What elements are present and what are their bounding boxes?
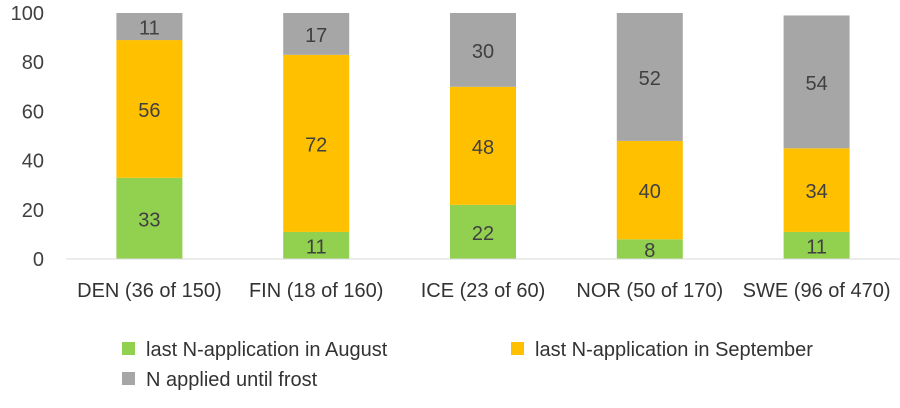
y-tick-label: 40 [22, 151, 44, 173]
bar-segment [783, 148, 850, 232]
bar-segment [116, 177, 183, 259]
bar-segment [283, 54, 350, 232]
x-tick-label: ICE (23 of 60) [421, 280, 546, 302]
data-label: 56 [138, 100, 160, 122]
y-tick-label: 100 [11, 3, 44, 25]
bar-segment [116, 40, 183, 178]
data-label: 17 [305, 25, 327, 47]
legend-label: N applied until frost [146, 369, 318, 391]
x-tick-label: DEN (36 of 150) [77, 280, 222, 302]
data-label: 11 [306, 236, 327, 258]
legend-label: last N-application in August [146, 339, 388, 361]
data-label: 40 [639, 181, 661, 203]
y-tick-label: 60 [22, 101, 44, 123]
bar-segment [116, 13, 183, 41]
x-axis: DEN (36 of 150) FIN (18 of 160) ICE (23 of… [77, 280, 890, 302]
data-label: 54 [805, 73, 827, 95]
bar-segment [616, 140, 683, 240]
x-tick-label: NOR (50 of 170) [576, 280, 723, 302]
bar-segment [450, 13, 516, 87]
data-label: 22 [472, 223, 494, 245]
y-tick-label: 80 [22, 52, 44, 74]
data-labels: 33 56 11 11 72 17 22 48 30 8 40 52 11 34 54 [138, 18, 827, 263]
data-label: 11 [139, 18, 160, 40]
bars [116, 13, 850, 259]
x-tick-label: SWE (96 of 470) [743, 280, 891, 302]
bar-segment [450, 86, 516, 205]
data-label: 72 [305, 134, 327, 156]
y-tick-label: 20 [22, 200, 44, 222]
data-label: 33 [138, 209, 160, 231]
legend: last N-application in August last N-appli… [122, 339, 813, 391]
bar-segment [783, 231, 850, 259]
legend-swatch [511, 342, 524, 355]
y-tick-label: 0 [33, 249, 44, 271]
bar-segment [616, 239, 683, 259]
bar-segment [616, 13, 683, 141]
data-label: 52 [639, 68, 661, 90]
data-label: 11 [806, 236, 827, 258]
data-label: 34 [805, 181, 827, 203]
bar-segment [783, 15, 850, 149]
data-label: 48 [472, 137, 494, 159]
data-label: 8 [644, 240, 655, 262]
legend-swatch [122, 342, 135, 355]
bar-segment [283, 13, 350, 55]
bar-segment [450, 204, 516, 259]
legend-swatch [122, 372, 135, 385]
bar-segment [283, 231, 350, 259]
y-axis: 0 20 40 60 80 100 [11, 3, 44, 271]
x-tick-label: FIN (18 of 160) [249, 280, 384, 302]
legend-label: last N-application in September [535, 339, 813, 361]
data-label: 30 [472, 41, 494, 63]
